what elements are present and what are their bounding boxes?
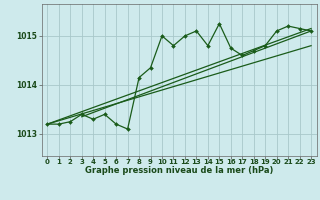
X-axis label: Graphe pression niveau de la mer (hPa): Graphe pression niveau de la mer (hPa) — [85, 166, 273, 175]
